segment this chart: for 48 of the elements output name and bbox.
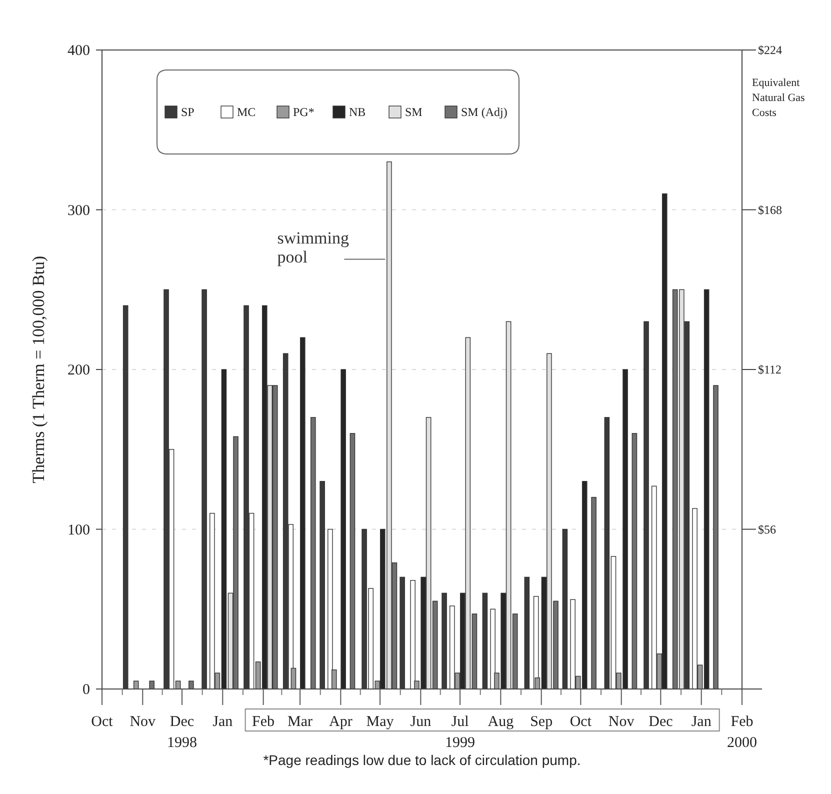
y2-axis-title: Equivalent Natural Gas Costs bbox=[752, 77, 805, 119]
x-tick-label: Jan bbox=[691, 714, 712, 730]
bar bbox=[713, 385, 718, 690]
x-tick-label: Mar bbox=[288, 714, 313, 730]
bar bbox=[188, 680, 194, 690]
x-tick-label: Feb bbox=[252, 714, 275, 730]
x-tick-label: May bbox=[366, 714, 394, 730]
x-tick-label: Nov bbox=[130, 714, 156, 730]
x-tick-label: Jan bbox=[212, 714, 234, 730]
x-tick-label: Jul 1999 bbox=[445, 714, 476, 751]
bar bbox=[632, 433, 638, 690]
y-tick-label: 200 bbox=[68, 362, 90, 378]
bar bbox=[310, 417, 316, 690]
x-tick-label: Dec 1998 bbox=[167, 714, 197, 751]
x-tick-label: Nov bbox=[608, 714, 635, 730]
y-tick-label: 400 bbox=[68, 43, 90, 59]
y-tick-label: 0 bbox=[82, 682, 90, 698]
legend-label: NB bbox=[349, 105, 366, 119]
legend-label: MC bbox=[237, 105, 256, 119]
bar bbox=[300, 337, 306, 690]
bar bbox=[490, 608, 496, 690]
y2-tick-label: $56 bbox=[758, 522, 776, 536]
legend-label: SM (Adj) bbox=[461, 105, 508, 119]
y2-tick-label: $168 bbox=[758, 202, 782, 217]
legend-label: SP bbox=[181, 105, 195, 119]
text: *Page readings low due to lack of circulation pump. bbox=[263, 752, 581, 768]
bar bbox=[591, 496, 596, 690]
x-tick-label: Sep bbox=[530, 714, 553, 730]
y-axis-title: Therms (1 Therm = 100,000 Btu) bbox=[29, 256, 48, 484]
x-tick-label: Jun bbox=[410, 714, 432, 730]
y-tick-label: 300 bbox=[68, 202, 90, 219]
bar bbox=[328, 528, 333, 690]
bar bbox=[340, 369, 346, 690]
x-tick-label: Apr bbox=[329, 714, 352, 730]
bar bbox=[350, 433, 356, 690]
y2-tick-label: $112 bbox=[758, 362, 782, 376]
bar bbox=[410, 580, 416, 690]
x-tick-label: Aug bbox=[488, 714, 514, 730]
annotation: swimming pool bbox=[277, 228, 350, 266]
legend-label: PG* bbox=[293, 105, 314, 119]
y2-tick-label: $224 bbox=[758, 43, 782, 57]
x-tick-label: Oct bbox=[570, 714, 592, 730]
y-tick-label: 100 bbox=[68, 522, 90, 538]
bar bbox=[149, 680, 154, 690]
x-tick-label: Oct bbox=[91, 714, 114, 730]
x-tick-label: Dec bbox=[648, 714, 674, 730]
x-tick-label: Feb 2000 bbox=[727, 714, 757, 751]
legend-label: SM bbox=[405, 105, 423, 119]
